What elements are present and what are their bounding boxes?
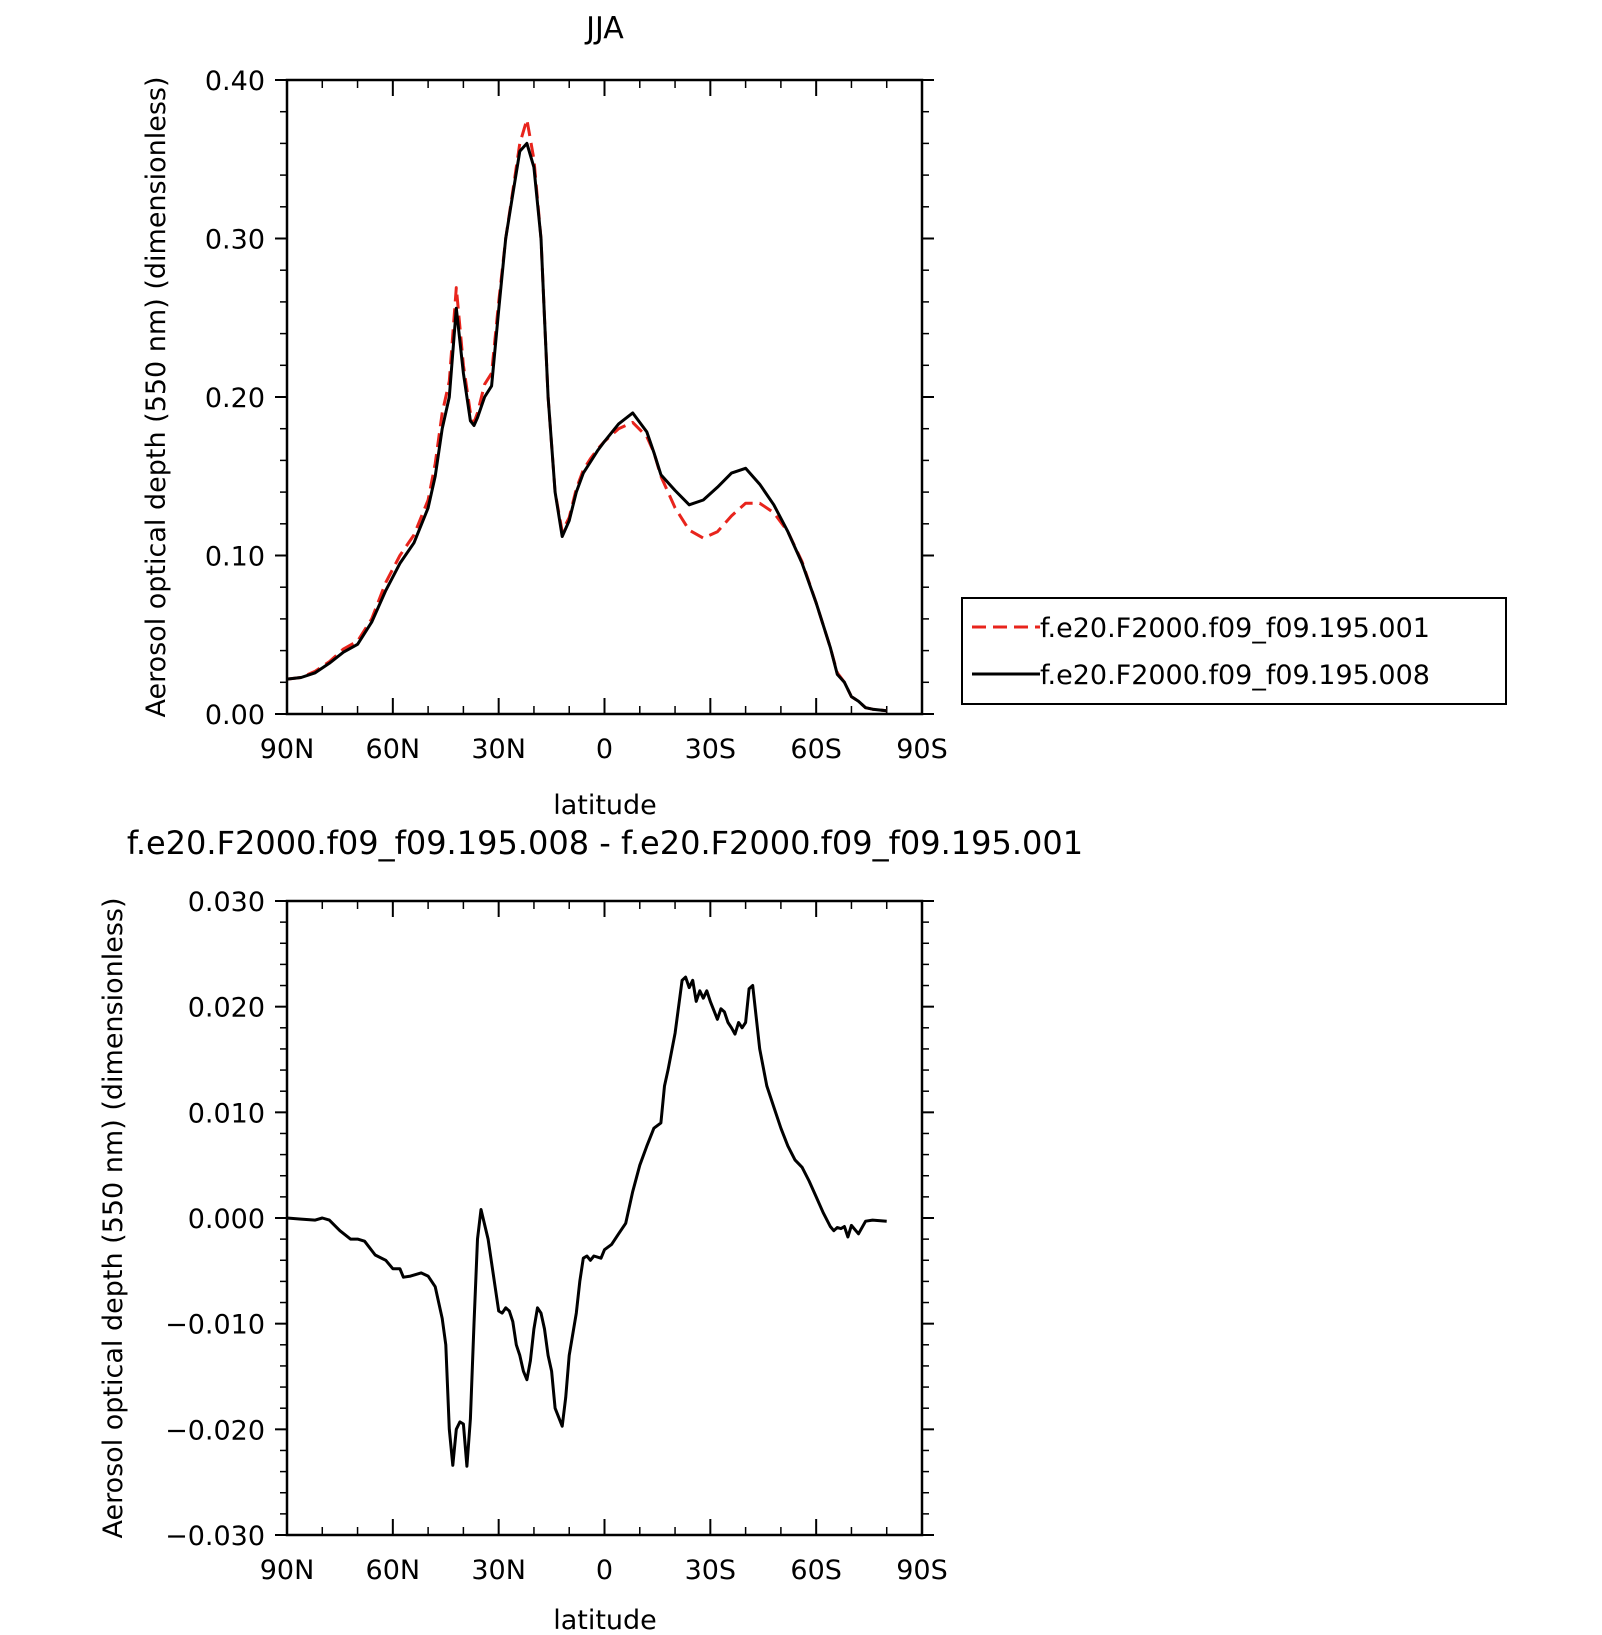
legend-entry-001: f.e20.F2000.f09_f09.195.001 <box>1040 613 1430 644</box>
y-tick-label: 0.10 <box>205 542 265 573</box>
x-tick-label: 30N <box>471 734 526 765</box>
y-tick-label: −0.030 <box>165 1521 265 1552</box>
x-tick-label: 90N <box>260 734 315 765</box>
x-tick-label: 60N <box>366 734 421 765</box>
y-tick-label: 0.00 <box>205 700 265 731</box>
x-tick-label: 30S <box>685 1555 737 1586</box>
x-axis-label: latitude <box>553 790 657 821</box>
x-tick-label: 60N <box>366 1555 421 1586</box>
y-tick-label: −0.010 <box>165 1310 265 1341</box>
plot-frame <box>285 78 924 716</box>
series-line-0 <box>286 118 887 713</box>
y-axis-label: Aerosol optical depth (550 nm) (dimensio… <box>98 897 129 1538</box>
x-tick-label: 0 <box>596 1555 613 1586</box>
y-tick-label: 0.20 <box>205 383 265 414</box>
axis-ticks: 90N 60N 30N 0 30S 60S 90S 0.00 0.10 0.20 0.30 0.40 <box>205 66 948 765</box>
series-lines <box>286 118 887 713</box>
plot-frame <box>285 899 924 1537</box>
y-tick-label: 0.30 <box>205 225 265 256</box>
x-tick-label: 90S <box>896 734 948 765</box>
x-tick-label: 90S <box>896 1555 948 1586</box>
x-tick-label: 60S <box>790 734 842 765</box>
chart-title: f.e20.F2000.f09_f09.195.008 - f.e20.F200… <box>127 824 1083 862</box>
x-tick-label: 30S <box>685 734 737 765</box>
y-tick-label: 0.000 <box>188 1204 265 1235</box>
series-line-0 <box>286 975 887 1468</box>
y-tick-label: 0.030 <box>188 887 265 918</box>
legend: f.e20.F2000.f09_f09.195.001 f.e20.F2000.… <box>961 597 1507 705</box>
x-tick-label: 60S <box>790 1555 842 1586</box>
chart-jja: JJA 90N 60N 30N 0 30S 60S 90S 0.00 0.10 0.20 0.30 0… <box>141 11 1507 821</box>
series-line-1 <box>286 141 887 713</box>
legend-entry-008: f.e20.F2000.f09_f09.195.008 <box>1040 660 1430 691</box>
chart-difference: f.e20.F2000.f09_f09.195.008 - f.e20.F200… <box>98 824 1083 1635</box>
y-tick-label: −0.020 <box>165 1415 265 1446</box>
x-tick-label: 30N <box>471 1555 526 1586</box>
y-tick-label: 0.40 <box>205 66 265 97</box>
axis-ticks: 90N 60N 30N 0 30S 60S 90S −0.030 −0.020 −0.010 0.0… <box>165 887 948 1586</box>
chart-title: JJA <box>584 11 624 46</box>
legend-box <box>961 597 1507 705</box>
y-tick-label: 0.010 <box>188 1098 265 1129</box>
x-axis-label: latitude <box>553 1605 657 1635</box>
series-lines <box>286 975 887 1468</box>
x-tick-label: 0 <box>596 734 613 765</box>
x-tick-label: 90N <box>260 1555 315 1586</box>
y-axis-label: Aerosol optical depth (550 nm) (dimensio… <box>141 76 172 717</box>
y-tick-label: 0.020 <box>188 993 265 1024</box>
